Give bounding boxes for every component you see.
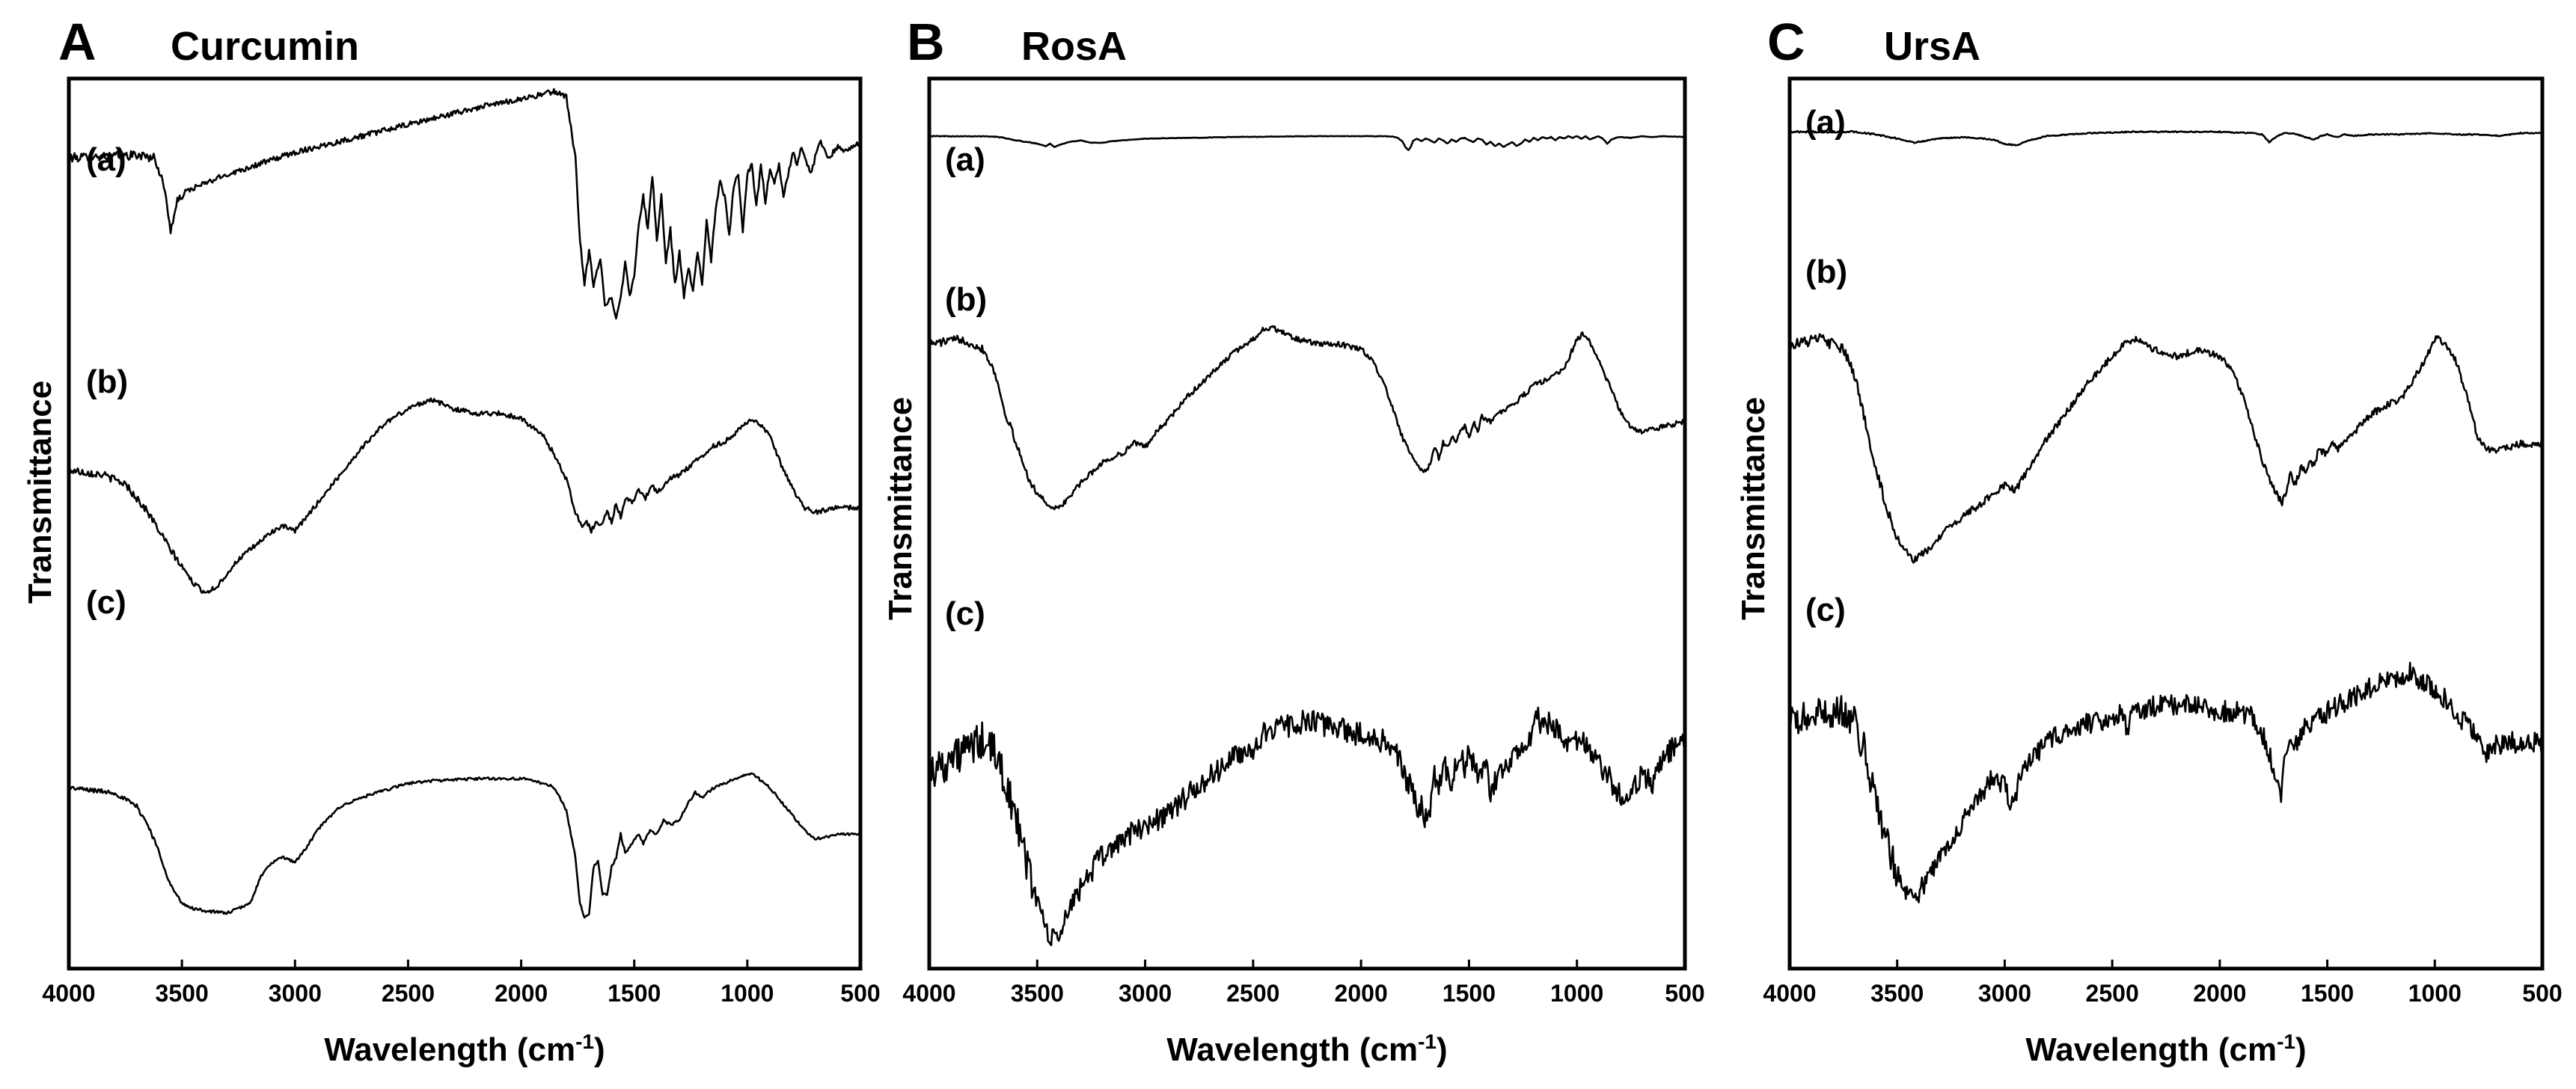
spectrum-b-a	[928, 135, 1686, 151]
x-tick-label: 1500	[2301, 980, 2354, 1007]
panel-c: C UrsA Transmittance Wavelength (cm-1) 4…	[1735, 13, 2563, 1068]
x-tick-label: 3500	[156, 980, 209, 1007]
plot-frame-a	[67, 76, 863, 971]
x-tick-label: 3000	[1119, 980, 1172, 1007]
trace-label-a: (a)	[86, 141, 126, 178]
x-tick-label: 2000	[495, 980, 548, 1007]
spectrum-a-a	[67, 88, 862, 320]
trace-label-a: (a)	[1805, 104, 1846, 141]
x-tick-label: 2000	[1335, 980, 1388, 1007]
panel-letter-c: C	[1767, 13, 1805, 71]
spectrum-c-c	[1788, 661, 2544, 904]
y-axis-label-a: Transmittance	[22, 381, 58, 604]
spectrum-b-c	[928, 706, 1686, 947]
x-tick-label: 500	[1665, 980, 1704, 1007]
plot-frame-c	[1787, 76, 2545, 971]
trace-labels-b: (a) (b) (c)	[945, 141, 987, 632]
panel-b: B RosA Transmittance Wavelength (cm-1) 4…	[882, 13, 1705, 1068]
x-tick-label: 500	[2522, 980, 2562, 1007]
x-ticks-a: 4000 3500 3000 2500 2000 1500 1000 500	[42, 960, 881, 1007]
x-tick-label: 4000	[1763, 980, 1816, 1007]
x-tick-label: 1500	[608, 980, 661, 1007]
trace-labels-c: (a) (b) (c)	[1805, 104, 1847, 628]
trace-label-b: (b)	[1805, 254, 1847, 290]
x-ticks-c: 4000 3500 3000 2500 2000 1500 1000 500	[1763, 960, 2563, 1007]
spectrum-b-b	[928, 325, 1686, 511]
x-tick-label: 4000	[42, 980, 95, 1007]
x-tick-label: 3000	[269, 980, 322, 1007]
y-axis-label-c: Transmittance	[1735, 397, 1772, 620]
panel-a: A Curcumin Transmittance Wavelength (cm-…	[22, 13, 881, 1068]
trace-label-a: (a)	[945, 141, 985, 178]
trace-label-c: (c)	[86, 584, 126, 621]
x-axis-label-b: Wavelength (cm-1)	[1166, 1030, 1447, 1068]
panel-letter-b: B	[907, 13, 945, 71]
spectrum-c-b	[1788, 333, 2544, 564]
panel-letter-a: A	[58, 13, 97, 71]
x-tick-label: 500	[840, 980, 880, 1007]
panel-title-a: Curcumin	[171, 24, 359, 69]
x-tick-label: 3000	[1978, 980, 2031, 1007]
x-tick-label: 1500	[1443, 980, 1496, 1007]
x-tick-label: 2500	[382, 980, 435, 1007]
trace-labels-a: (a) (b) (c)	[86, 141, 128, 621]
x-tick-label: 1000	[2408, 980, 2462, 1007]
traces-c	[1788, 129, 2544, 904]
panel-title-c: UrsA	[1884, 24, 1980, 69]
x-tick-label: 2000	[2193, 980, 2246, 1007]
trace-label-c: (c)	[1805, 592, 1846, 628]
x-tick-label: 1000	[1550, 980, 1603, 1007]
x-tick-label: 3500	[1011, 980, 1064, 1007]
x-ticks-b: 4000 3500 3000 2500 2000 1500 1000 500	[902, 960, 1705, 1007]
panel-title-b: RosA	[1021, 24, 1127, 69]
x-axis-label-c: Wavelength (cm-1)	[2025, 1030, 2306, 1068]
spectrum-a-b	[67, 397, 862, 594]
x-tick-label: 1000	[721, 980, 774, 1007]
plot-frame-b	[927, 76, 1687, 971]
traces-b	[928, 135, 1686, 947]
x-axis-label-a: Wavelength (cm-1)	[324, 1030, 605, 1068]
trace-label-b: (b)	[86, 363, 128, 400]
x-tick-label: 2500	[2086, 980, 2139, 1007]
traces-a	[67, 88, 862, 919]
x-tick-label: 4000	[902, 980, 955, 1007]
y-axis-label-b: Transmittance	[882, 397, 919, 620]
spectrum-a-c	[67, 772, 862, 919]
x-tick-label: 2500	[1226, 980, 1279, 1007]
trace-label-c: (c)	[945, 595, 985, 632]
spectrum-c-a	[1788, 129, 2544, 147]
x-tick-label: 3500	[1870, 980, 1924, 1007]
trace-label-b: (b)	[945, 281, 987, 318]
